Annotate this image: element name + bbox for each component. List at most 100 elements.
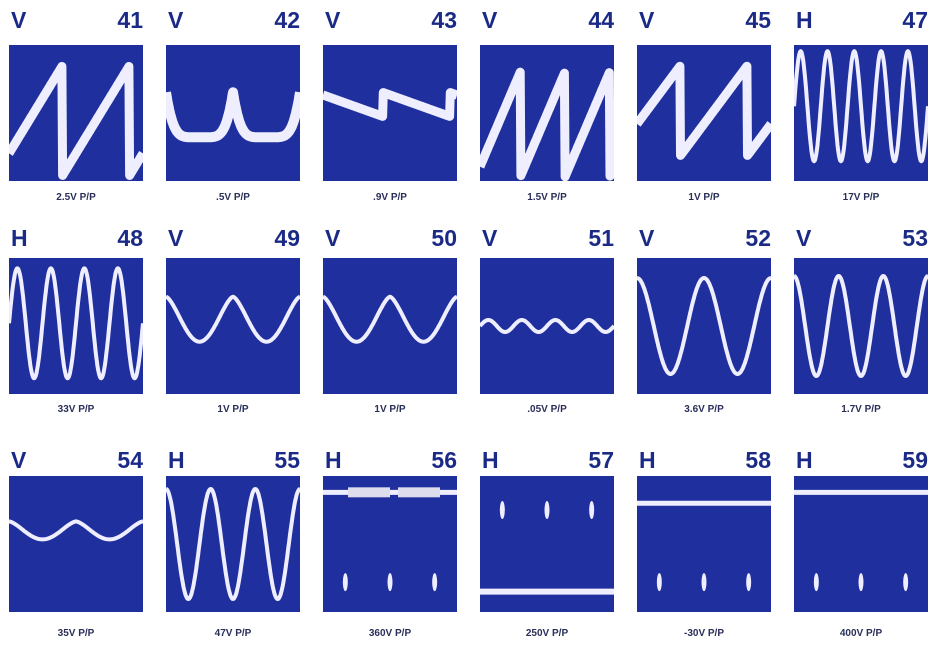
- panel-number: 54: [117, 447, 143, 473]
- trace: [637, 500, 771, 592]
- mode-letter: V: [168, 7, 184, 33]
- trace-line: [9, 62, 143, 180]
- trace-line: [323, 88, 457, 121]
- voltage-caption: .05V P/P: [527, 404, 567, 415]
- mode-letter: H: [482, 447, 499, 473]
- voltage-caption: 35V P/P: [58, 628, 95, 639]
- scope-screen: [637, 258, 771, 394]
- trace: [637, 276, 771, 376]
- voltage-caption: 250V P/P: [526, 628, 569, 639]
- pulse-spike: [858, 573, 864, 592]
- trace: [794, 489, 928, 592]
- voltage-caption: 400V P/P: [840, 628, 883, 639]
- pulse-spike: [813, 573, 819, 592]
- voltage-caption: 1V P/P: [688, 192, 719, 203]
- mode-letter: V: [796, 225, 812, 251]
- trace: [323, 294, 457, 344]
- panel-number: 49: [274, 225, 300, 251]
- trace-line: [794, 274, 928, 378]
- voltage-caption: -30V P/P: [684, 628, 724, 639]
- voltage-caption: 1V P/P: [217, 404, 248, 415]
- trace: [166, 294, 300, 344]
- mode-letter: V: [639, 225, 655, 251]
- trace-line: [9, 519, 143, 542]
- trace-line: [480, 318, 614, 334]
- pulse-band: [398, 487, 440, 498]
- panel-number: 45: [745, 7, 771, 33]
- trace-line: [637, 61, 771, 160]
- scope-screen: [9, 476, 143, 612]
- mode-letter: H: [796, 7, 813, 33]
- trace: [166, 487, 300, 601]
- voltage-caption: 47V P/P: [215, 628, 252, 639]
- trace-line: [480, 67, 614, 181]
- scope-screen: [323, 258, 457, 394]
- mode-letter: H: [325, 447, 342, 473]
- mode-letter: H: [168, 447, 185, 473]
- panel-number: 52: [745, 225, 771, 251]
- trace: [9, 62, 143, 180]
- mode-letter: V: [11, 7, 27, 33]
- pulse-band: [348, 487, 390, 498]
- pulse-spike: [589, 501, 595, 519]
- trace-line: [9, 266, 143, 381]
- trace-line: [166, 87, 300, 143]
- trace-line: [166, 294, 300, 344]
- pulse-spike: [746, 573, 752, 592]
- panel-number: 53: [902, 225, 928, 251]
- panel-number: 48: [117, 225, 143, 251]
- voltage-caption: 1.7V P/P: [841, 404, 881, 415]
- mode-letter: V: [325, 7, 341, 33]
- trace: [480, 318, 614, 334]
- panel-number: 51: [588, 225, 614, 251]
- trace: [323, 88, 457, 121]
- scope-screen: [794, 258, 928, 394]
- panel-number: 47: [902, 7, 928, 33]
- trace: [480, 501, 614, 595]
- panel-number: 50: [431, 225, 457, 251]
- voltage-caption: .5V P/P: [216, 192, 250, 203]
- pulse-spike: [432, 573, 438, 592]
- trace: [166, 87, 300, 143]
- panel-number: 59: [902, 447, 928, 473]
- trace-line: [794, 49, 928, 164]
- panel-number: 44: [588, 7, 614, 33]
- panel-number: 43: [431, 7, 457, 33]
- voltage-caption: 33V P/P: [58, 404, 95, 415]
- trace-line: [166, 487, 300, 601]
- voltage-caption: 360V P/P: [369, 628, 412, 639]
- panel-number: 58: [745, 447, 771, 473]
- trace: [9, 519, 143, 542]
- pulse-spike: [656, 573, 662, 592]
- trace: [323, 487, 457, 592]
- panel-number: 55: [274, 447, 300, 473]
- pulse-spike: [701, 573, 707, 592]
- panel-number: 56: [431, 447, 457, 473]
- trace: [794, 274, 928, 378]
- scope-screen: [166, 476, 300, 612]
- trace: [794, 49, 928, 164]
- mode-letter: V: [639, 7, 655, 33]
- panel-number: 57: [588, 447, 614, 473]
- voltage-caption: 2.5V P/P: [56, 192, 96, 203]
- voltage-caption: .9V P/P: [373, 192, 407, 203]
- trace-line: [637, 276, 771, 376]
- scope-screen: [794, 476, 928, 612]
- mode-letter: H: [796, 447, 813, 473]
- pulse-spike: [387, 573, 393, 592]
- pulse-spike: [544, 501, 550, 519]
- mode-letter: V: [325, 225, 341, 251]
- mode-letter: V: [11, 447, 27, 473]
- scope-screen: [166, 258, 300, 394]
- trace: [637, 61, 771, 160]
- trace-line: [323, 294, 457, 344]
- mode-letter: H: [639, 447, 656, 473]
- panel-number: 42: [274, 7, 300, 33]
- pulse-spike: [342, 573, 348, 592]
- voltage-caption: 1.5V P/P: [527, 192, 567, 203]
- pulse-spike: [499, 501, 505, 519]
- voltage-caption: 1V P/P: [374, 404, 405, 415]
- voltage-caption: 17V P/P: [843, 192, 880, 203]
- trace: [480, 67, 614, 181]
